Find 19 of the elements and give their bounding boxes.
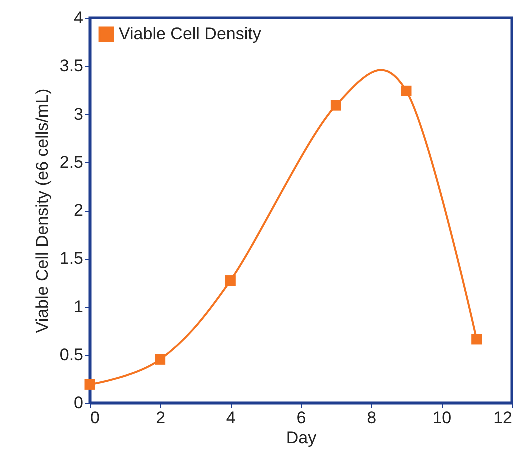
x-tick-label: 12	[494, 408, 512, 428]
x-tick-label: 10	[432, 408, 452, 428]
y-tick-label: 4	[74, 8, 84, 28]
y-tick-label: 2	[74, 201, 84, 220]
x-tick-label: 6	[296, 408, 306, 428]
y-tick-label: 1.5	[60, 249, 84, 268]
y-tick-label: 1	[74, 297, 84, 316]
x-tick-label: 0	[90, 408, 100, 428]
y-tick-label: 0.5	[60, 345, 84, 364]
y-tick-label: 0	[74, 394, 84, 412]
legend-label: Viable Cell Density	[119, 24, 262, 44]
y-axis-title: Viable Cell Density (e6 cells/mL)	[32, 88, 52, 334]
x-axis-title: Day	[286, 428, 318, 448]
x-tick-label: 2	[156, 408, 166, 428]
y-tick-label: 3.5	[60, 56, 84, 76]
y-tick-label: 2.5	[60, 152, 84, 172]
y-tick-label: 3	[74, 104, 84, 124]
x-tick-label: 4	[226, 408, 236, 428]
x-tick-label: 8	[367, 408, 377, 428]
